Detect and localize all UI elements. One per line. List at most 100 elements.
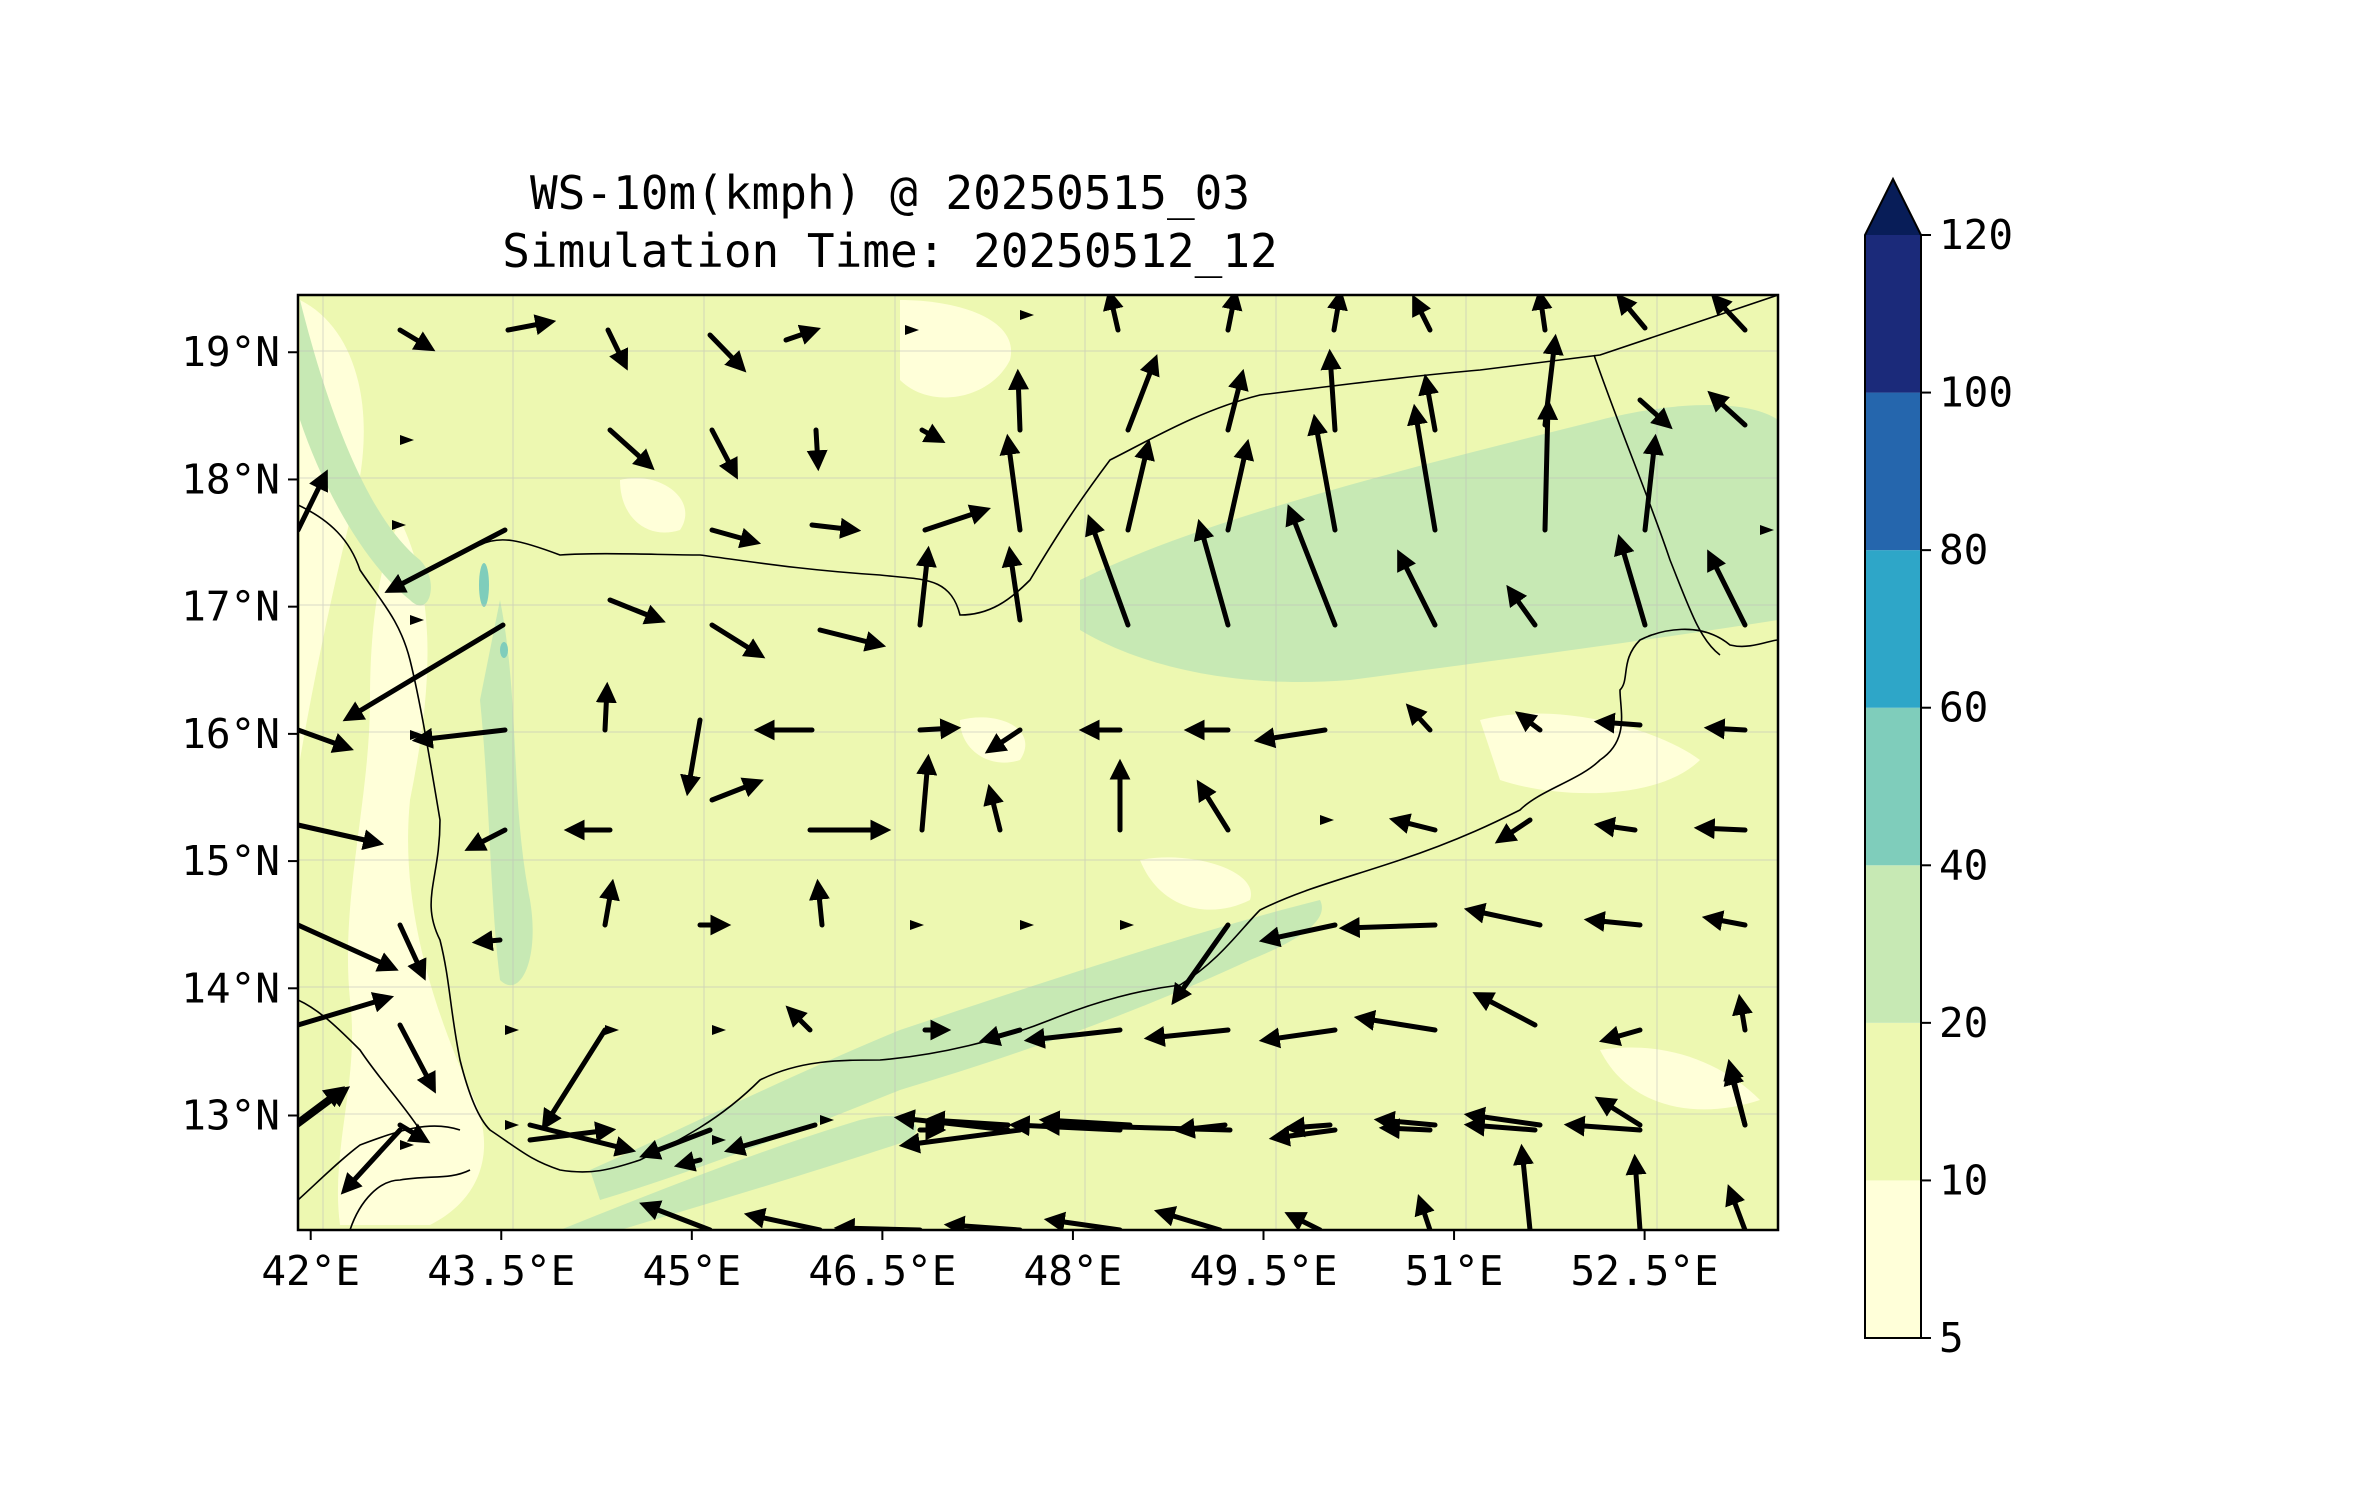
wind-vector xyxy=(1196,779,1231,833)
wind-vector xyxy=(1153,1206,1223,1230)
wind-vector xyxy=(1593,712,1643,734)
y-tick-label: 18°N xyxy=(181,455,280,503)
wind-vector xyxy=(1258,1027,1338,1049)
colorbar-band xyxy=(1865,550,1921,708)
wind-vector xyxy=(505,314,557,336)
wind-vector xyxy=(1732,993,1753,1033)
colorbar: 5 10 20 40 60 80 100 120 xyxy=(1864,176,2013,1362)
wind-vector xyxy=(607,427,655,471)
wind-vector xyxy=(919,423,946,444)
wind-vector xyxy=(1418,373,1439,433)
wind-vector xyxy=(298,727,354,753)
wind-vector xyxy=(1412,295,1433,333)
wind-vector xyxy=(340,1127,403,1195)
wind-vector xyxy=(707,332,747,373)
wind-vector xyxy=(1143,1026,1231,1047)
y-tick-label: 14°N xyxy=(181,964,280,1012)
wind-vector xyxy=(1020,310,1034,320)
djibouti-coast xyxy=(349,1169,471,1230)
wind-vector xyxy=(910,920,924,930)
wind-vector xyxy=(1020,920,1034,930)
wind-vector xyxy=(809,517,862,539)
x-axis-ticks: 42°E 43.5°E 45°E 46.5°E 48°E 49.5°E 51°E 52.5°E xyxy=(261,1230,1719,1295)
y-tick-label: 17°N xyxy=(181,583,280,631)
wind-vector xyxy=(397,922,427,981)
wind-vector xyxy=(1494,817,1533,844)
y-tick-label: 16°N xyxy=(181,710,280,758)
wind-vector xyxy=(915,545,937,628)
wind-vector xyxy=(1615,295,1648,331)
wind-vector xyxy=(785,1005,813,1033)
wind-vector xyxy=(1307,413,1338,533)
wind-vector xyxy=(978,1025,1023,1047)
colorbar-tick-label: 60 xyxy=(1939,684,1988,732)
wind-vector xyxy=(1513,1143,1534,1230)
wind-vector xyxy=(1723,1063,1748,1128)
wind-vector xyxy=(1283,1116,1333,1138)
wind-vector xyxy=(505,1120,519,1130)
x-tick-label: 48°E xyxy=(1024,1247,1123,1295)
wind-vector xyxy=(1463,1106,1543,1128)
wind-vector xyxy=(1008,368,1030,433)
wind-vector xyxy=(392,520,406,530)
wind-vector xyxy=(1320,348,1342,433)
wind-vector xyxy=(1514,711,1543,733)
wind-vector xyxy=(397,1022,436,1094)
map-subtitle: Simulation Time: 20250512_12 xyxy=(502,224,1278,278)
wind-vector xyxy=(709,777,764,803)
wind-vector xyxy=(1407,403,1438,533)
colorbar-tick-label: 40 xyxy=(1939,841,1988,889)
x-tick-label: 49.5°E xyxy=(1189,1247,1337,1295)
colorbar-tick-label: 10 xyxy=(1939,1156,1988,1204)
y-tick-label: 19°N xyxy=(181,328,280,376)
wind-vector xyxy=(1414,1194,1435,1230)
wind-vector xyxy=(298,469,328,533)
wind-vector xyxy=(1023,1027,1123,1049)
wind-vector xyxy=(783,324,821,345)
wind-vector xyxy=(806,427,828,472)
wind-vector xyxy=(1405,703,1433,733)
wind-vector xyxy=(1378,1118,1433,1140)
wind-vector xyxy=(723,1122,818,1156)
wind-vector xyxy=(709,622,766,659)
wind-vector xyxy=(1594,1096,1643,1128)
colorbar-band xyxy=(1865,1180,1921,1338)
wind-vector xyxy=(1637,397,1673,430)
wind-vector xyxy=(1583,911,1643,932)
wind-vector xyxy=(1353,1009,1438,1033)
wind-vector xyxy=(893,1109,1011,1133)
wind-vector xyxy=(595,681,617,733)
wind-vector xyxy=(673,1151,703,1172)
x-tick-label: 46.5°E xyxy=(808,1247,956,1295)
wind-vector xyxy=(1085,514,1131,628)
y-tick-label: 13°N xyxy=(181,1092,280,1140)
colorbar-band xyxy=(1865,1022,1921,1181)
wind-vector xyxy=(1193,518,1231,628)
wind-vector xyxy=(817,627,887,652)
x-tick-label: 51°E xyxy=(1405,1247,1504,1295)
wind-vector xyxy=(505,1025,519,1035)
wind-vector xyxy=(1693,818,1748,840)
wind-vector xyxy=(917,718,962,740)
calm-speed-patches xyxy=(300,300,1760,1225)
wind-vector xyxy=(410,615,424,625)
wind-vector xyxy=(639,1200,713,1230)
saudi-yemen-border xyxy=(479,295,1778,616)
wind-vector xyxy=(1043,1211,1123,1230)
wind-vector xyxy=(298,992,395,1028)
wind-vector xyxy=(1598,1025,1643,1047)
wind-vector xyxy=(984,727,1023,754)
x-tick-label: 52.5°E xyxy=(1571,1247,1719,1295)
wind-vector xyxy=(1703,718,1748,740)
wind-vector xyxy=(527,1122,637,1157)
wind-vector xyxy=(1537,398,1559,533)
wind-vector xyxy=(1472,992,1538,1028)
yemen-oman-border xyxy=(1593,354,1721,656)
wind-vector xyxy=(712,1025,726,1035)
wind-vector xyxy=(639,1127,713,1160)
wind-vector xyxy=(1388,813,1438,834)
wind-vector xyxy=(298,822,385,851)
wind-vector xyxy=(743,1207,823,1230)
y-tick-label: 15°N xyxy=(181,837,280,885)
